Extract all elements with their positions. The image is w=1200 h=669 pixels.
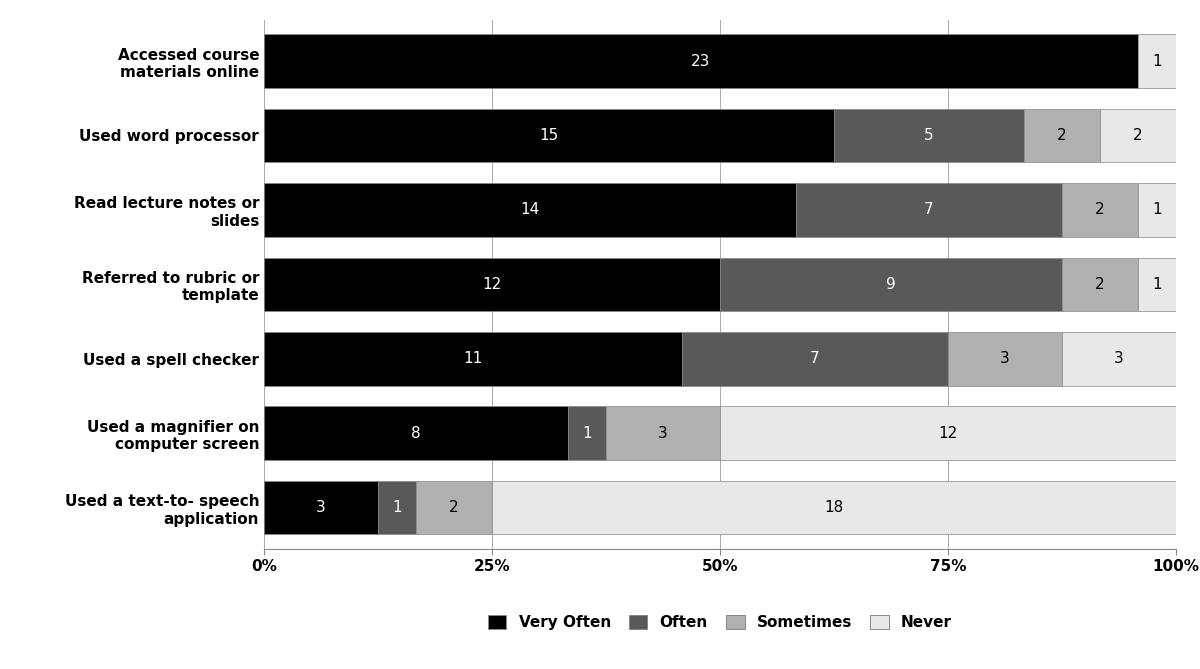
Text: 8: 8 bbox=[412, 425, 421, 441]
Bar bbox=[568, 406, 606, 460]
Text: 12: 12 bbox=[482, 277, 502, 292]
Text: 2: 2 bbox=[1057, 128, 1067, 143]
Bar bbox=[1138, 183, 1176, 237]
Bar bbox=[1024, 108, 1100, 163]
Text: 2: 2 bbox=[1096, 277, 1105, 292]
Bar bbox=[264, 258, 720, 311]
Bar bbox=[1100, 108, 1176, 163]
Bar bbox=[948, 332, 1062, 385]
Text: 12: 12 bbox=[938, 425, 958, 441]
Bar bbox=[264, 183, 796, 237]
Text: 3: 3 bbox=[1114, 351, 1124, 366]
Legend: Very Often, Often, Sometimes, Never: Very Often, Often, Sometimes, Never bbox=[482, 609, 958, 636]
Bar bbox=[264, 406, 568, 460]
Text: 1: 1 bbox=[392, 500, 402, 515]
Text: 2: 2 bbox=[1096, 203, 1105, 217]
Text: 15: 15 bbox=[539, 128, 559, 143]
Bar bbox=[264, 481, 378, 535]
Text: 2: 2 bbox=[1133, 128, 1142, 143]
Bar bbox=[1062, 332, 1176, 385]
Bar bbox=[606, 406, 720, 460]
Bar bbox=[264, 34, 1138, 88]
Text: 11: 11 bbox=[463, 351, 482, 366]
Bar bbox=[682, 332, 948, 385]
Bar bbox=[416, 481, 492, 535]
Text: 1: 1 bbox=[1152, 54, 1162, 68]
Bar bbox=[1138, 34, 1176, 88]
Bar bbox=[1062, 183, 1138, 237]
Bar bbox=[720, 406, 1176, 460]
Bar bbox=[378, 481, 416, 535]
Text: 18: 18 bbox=[824, 500, 844, 515]
Text: 7: 7 bbox=[924, 203, 934, 217]
Text: 2: 2 bbox=[449, 500, 458, 515]
Bar bbox=[492, 481, 1176, 535]
Text: 14: 14 bbox=[521, 203, 540, 217]
Text: 5: 5 bbox=[924, 128, 934, 143]
Text: 7: 7 bbox=[810, 351, 820, 366]
Bar bbox=[264, 108, 834, 163]
Bar bbox=[1062, 258, 1138, 311]
Text: 3: 3 bbox=[316, 500, 326, 515]
Bar bbox=[264, 332, 682, 385]
Bar bbox=[834, 108, 1024, 163]
Text: 3: 3 bbox=[1000, 351, 1010, 366]
Text: 23: 23 bbox=[691, 54, 710, 68]
Bar bbox=[796, 183, 1062, 237]
Text: 3: 3 bbox=[658, 425, 668, 441]
Bar bbox=[720, 258, 1062, 311]
Text: 1: 1 bbox=[582, 425, 592, 441]
Text: 1: 1 bbox=[1152, 203, 1162, 217]
Text: 1: 1 bbox=[1152, 277, 1162, 292]
Bar bbox=[1138, 258, 1176, 311]
Text: 9: 9 bbox=[886, 277, 896, 292]
